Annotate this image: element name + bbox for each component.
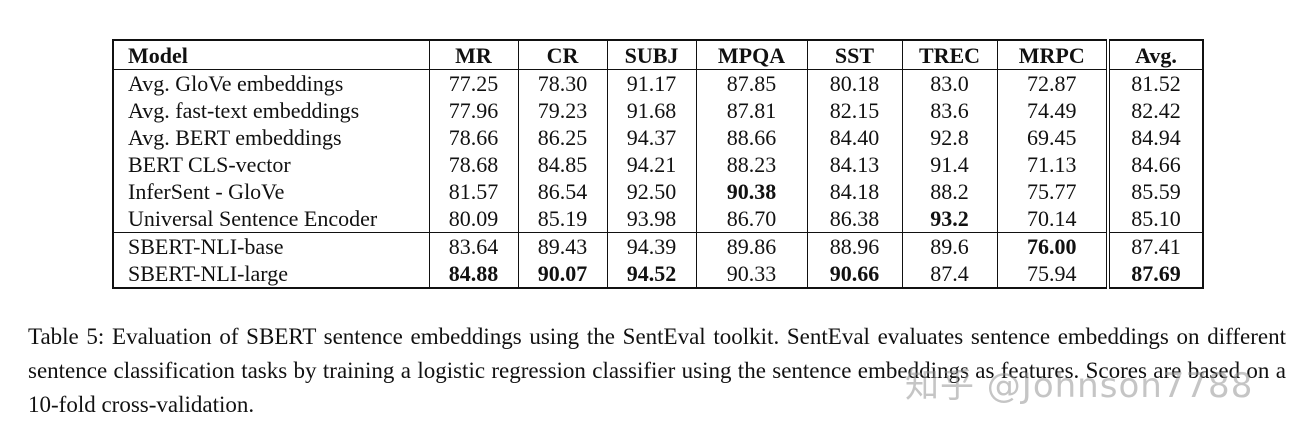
score-cell-avg: 84.94 <box>1106 124 1204 151</box>
score-cell-cr: 78.30 <box>517 69 608 97</box>
score-cell-trec: 88.2 <box>901 178 998 205</box>
header-avg: Avg. <box>1106 40 1204 70</box>
score-cell-avg: 81.52 <box>1106 69 1204 97</box>
score-cell-trec: 83.6 <box>901 97 998 124</box>
table-row: InferSent - GloVe 81.57 86.54 92.50 90.38 84.… <box>112 178 1204 205</box>
table-row: Avg. fast-text embeddings 77.96 79.23 91.68… <box>112 97 1204 124</box>
header-cr: CR <box>517 40 608 70</box>
score-cell-avg: 82.42 <box>1106 97 1204 124</box>
table-row: BERT CLS-vector 78.68 84.85 94.21 88.23 84.13… <box>112 151 1204 178</box>
score-cell-avg: 85.10 <box>1106 205 1204 233</box>
model-name-cell: Avg. BERT embeddings <box>112 124 430 151</box>
header-sst: SST <box>806 40 903 70</box>
score-cell-subj: 91.68 <box>606 97 697 124</box>
model-name-cell: Avg. GloVe embeddings <box>112 69 430 97</box>
score-cell-trec: 89.6 <box>901 232 998 260</box>
score-cell-trec: 92.8 <box>901 124 998 151</box>
score-cell-mr: 81.57 <box>428 178 519 205</box>
score-cell-mr: 77.25 <box>428 69 519 97</box>
score-cell-sst: 82.15 <box>806 97 903 124</box>
header-mr: MR <box>428 40 519 70</box>
score-cell-mpqa: 86.70 <box>695 205 808 233</box>
table-caption: Table 5: Evaluation of SBERT sentence em… <box>28 324 1286 417</box>
score-cell-mrpc: 75.94 <box>996 260 1109 288</box>
score-cell-cr: 90.07 <box>517 260 608 288</box>
score-cell-trec: 87.4 <box>901 260 998 288</box>
model-name-cell: Universal Sentence Encoder <box>112 205 430 233</box>
header-model: Model <box>112 40 430 70</box>
table-row: SBERT-NLI-base 83.64 89.43 94.39 89.86 88.96 8… <box>112 232 1204 260</box>
table-header-row: Model MR CR SUBJ MPQA SST TREC MRPC Avg. <box>112 40 1204 70</box>
score-cell-mrpc: 72.87 <box>996 69 1109 97</box>
score-cell-mrpc: 70.14 <box>996 205 1109 233</box>
header-mpqa: MPQA <box>695 40 808 70</box>
score-cell-cr: 84.85 <box>517 151 608 178</box>
score-cell-sst: 88.96 <box>806 232 903 260</box>
results-table: Model MR CR SUBJ MPQA SST TREC MRPC Avg.… <box>112 39 1204 289</box>
score-cell-cr: 85.19 <box>517 205 608 233</box>
score-cell-sst: 84.13 <box>806 151 903 178</box>
score-cell-subj: 93.98 <box>606 205 697 233</box>
score-cell-mr: 77.96 <box>428 97 519 124</box>
score-cell-mpqa: 89.86 <box>695 232 808 260</box>
score-cell-mrpc: 76.00 <box>996 232 1109 260</box>
score-cell-sst: 84.18 <box>806 178 903 205</box>
score-cell-mpqa: 87.85 <box>695 69 808 97</box>
watermark: 知乎 @Johnson7788 <box>905 366 1254 406</box>
header-subj: SUBJ <box>606 40 697 70</box>
score-cell-trec: 91.4 <box>901 151 998 178</box>
table-row: Avg. GloVe embeddings 77.25 78.30 91.17 87.8… <box>112 69 1204 97</box>
model-name-cell: SBERT-NLI-large <box>112 260 430 288</box>
score-cell-mrpc: 74.49 <box>996 97 1109 124</box>
score-cell-mpqa: 88.66 <box>695 124 808 151</box>
table-row: SBERT-NLI-large 84.88 90.07 94.52 90.33 90.66… <box>112 260 1204 288</box>
score-cell-mr: 84.88 <box>428 260 519 288</box>
model-name-cell: BERT CLS-vector <box>112 151 430 178</box>
score-cell-mr: 78.68 <box>428 151 519 178</box>
model-name-cell: SBERT-NLI-base <box>112 232 430 260</box>
score-cell-mpqa: 87.81 <box>695 97 808 124</box>
score-cell-subj: 94.21 <box>606 151 697 178</box>
score-cell-cr: 89.43 <box>517 232 608 260</box>
score-cell-cr: 79.23 <box>517 97 608 124</box>
score-cell-sst: 90.66 <box>806 260 903 288</box>
score-cell-subj: 92.50 <box>606 178 697 205</box>
score-cell-avg: 87.69 <box>1106 260 1204 288</box>
score-cell-trec: 83.0 <box>901 69 998 97</box>
table-row: Universal Sentence Encoder 80.09 85.19 93.9… <box>112 205 1204 233</box>
score-cell-avg: 84.66 <box>1106 151 1204 178</box>
score-cell-mrpc: 71.13 <box>996 151 1109 178</box>
score-cell-subj: 94.52 <box>606 260 697 288</box>
model-name-cell: InferSent - GloVe <box>112 178 430 205</box>
score-cell-mpqa: 88.23 <box>695 151 808 178</box>
score-cell-avg: 87.41 <box>1106 232 1204 260</box>
score-cell-mr: 80.09 <box>428 205 519 233</box>
score-cell-mr: 83.64 <box>428 232 519 260</box>
score-cell-mpqa: 90.38 <box>695 178 808 205</box>
score-cell-sst: 86.38 <box>806 205 903 233</box>
score-cell-sst: 80.18 <box>806 69 903 97</box>
table-row: Avg. BERT embeddings 78.66 86.25 94.37 88.66… <box>112 124 1204 151</box>
score-cell-avg: 85.59 <box>1106 178 1204 205</box>
score-cell-trec: 93.2 <box>901 205 998 233</box>
score-cell-mr: 78.66 <box>428 124 519 151</box>
table-body: Avg. GloVe embeddings 77.25 78.30 91.17 87.8… <box>112 69 1204 288</box>
header-trec: TREC <box>901 40 998 70</box>
score-cell-mrpc: 75.77 <box>996 178 1109 205</box>
header-mrpc: MRPC <box>996 40 1109 70</box>
score-cell-subj: 94.39 <box>606 232 697 260</box>
model-name-cell: Avg. fast-text embeddings <box>112 97 430 124</box>
score-cell-mrpc: 69.45 <box>996 124 1109 151</box>
score-cell-cr: 86.54 <box>517 178 608 205</box>
score-cell-mpqa: 90.33 <box>695 260 808 288</box>
score-cell-sst: 84.40 <box>806 124 903 151</box>
score-cell-subj: 94.37 <box>606 124 697 151</box>
score-cell-subj: 91.17 <box>606 69 697 97</box>
score-cell-cr: 86.25 <box>517 124 608 151</box>
